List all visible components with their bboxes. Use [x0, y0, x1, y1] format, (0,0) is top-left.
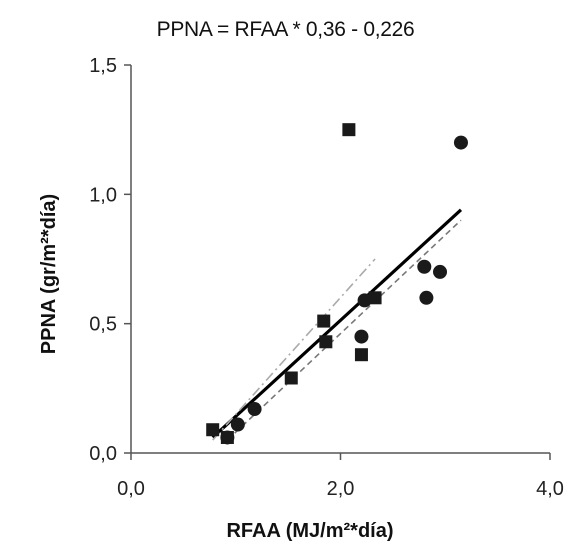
y-tick-label: 1,5 [89, 55, 117, 77]
square-point [342, 123, 356, 137]
x-axis-label: RFAA (MJ/m²*día) [226, 520, 394, 542]
circle-point [247, 402, 262, 417]
square-point [206, 423, 220, 437]
y-tick-label: 0,5 [89, 314, 117, 336]
tick-labels: 0,0 0,5 1,0 1,5 0,0 2,0 4,0 [89, 55, 564, 500]
y-tick-label: 1,0 [89, 184, 117, 206]
circle-point [354, 329, 369, 344]
y-tick-label: 0,0 [89, 443, 117, 465]
circle-point [453, 135, 468, 150]
x-tick-label: 0,0 [117, 478, 145, 500]
chart-title: PPNA = RFAA * 0,36 - 0,226 [156, 18, 415, 41]
circle-point [220, 430, 235, 445]
circle-point [419, 290, 434, 305]
circle-point [357, 293, 372, 308]
square-point [284, 371, 298, 385]
trendline-dash-dot [212, 258, 376, 441]
square-point [368, 291, 382, 305]
circle-point [433, 264, 448, 279]
axes [124, 64, 551, 460]
trendline-dashed [226, 219, 462, 441]
square-point [317, 314, 331, 328]
circle-point [230, 417, 245, 432]
y-axis-label: PPNA (gr/m²*día) [38, 193, 60, 355]
circle-point [417, 259, 432, 274]
x-tick-label: 4,0 [536, 478, 564, 500]
square-point [354, 348, 368, 362]
x-tick-label: 2,0 [327, 478, 355, 500]
data-points [206, 123, 468, 445]
trendlines [211, 208, 463, 441]
square-point [319, 335, 333, 349]
trendline-solid [211, 208, 463, 439]
